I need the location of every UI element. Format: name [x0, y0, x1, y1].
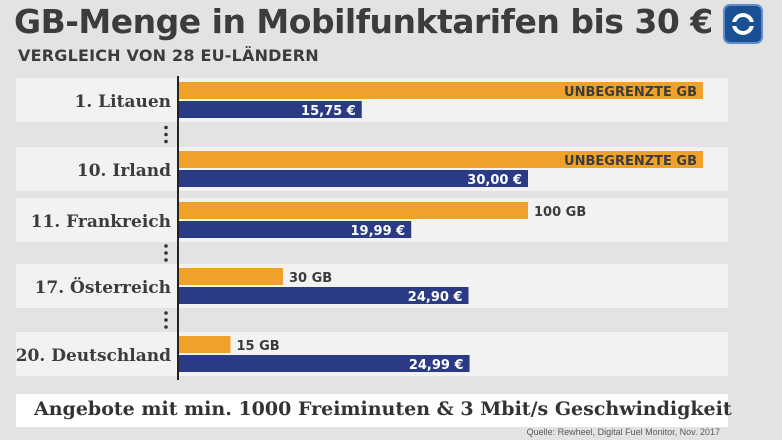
data-volume-bar — [178, 82, 703, 99]
gap-dot — [164, 251, 168, 255]
bar-chart: 1. Litauen UNBEGRENZTE GB 15,75 € 10. Irlan… — [16, 76, 728, 380]
data-volume-bar — [178, 151, 703, 168]
category-label: 10. Irland — [77, 161, 171, 181]
category-label: 20. Deutschland — [16, 346, 171, 366]
price-label: 24,99 € — [409, 358, 464, 373]
source-note: Quelle: Rewheel, Digital Fuel Monitor, N… — [526, 427, 720, 437]
category-label: 11. Frankreich — [31, 212, 171, 232]
data-volume-bar — [178, 336, 231, 353]
gap-dot — [164, 139, 168, 144]
gap-dot — [164, 311, 168, 315]
gap-dot — [164, 244, 168, 248]
price-bar — [178, 287, 469, 304]
gap-dot — [164, 132, 168, 137]
price-label: 30,00 € — [467, 173, 522, 188]
price-label: 15,75 € — [301, 104, 356, 119]
gap-dot — [164, 258, 168, 262]
gap-dot — [164, 125, 168, 130]
logo-graphic — [731, 13, 755, 35]
data-volume-label: 100 GB — [534, 205, 586, 220]
price-bar — [178, 170, 528, 187]
category-label: 17. Österreich — [35, 277, 171, 298]
price-label: 19,99 € — [351, 224, 406, 239]
data-volume-label: 30 GB — [289, 271, 332, 286]
gap-dot — [164, 325, 168, 329]
price-bar — [178, 221, 412, 238]
footer-note-box: Angebote mit min. 1000 Freiminuten & 3 M… — [16, 394, 732, 427]
data-volume-label: 15 GB — [237, 339, 280, 354]
price-label: 24,90 € — [408, 290, 463, 305]
footer-note: Angebote mit min. 1000 Freiminuten & 3 M… — [34, 398, 732, 420]
price-bar — [178, 355, 470, 372]
chart-subtitle: VERGLEICH VON 28 EU-LÄNDERN — [18, 46, 319, 65]
price-bar — [178, 101, 362, 118]
category-label: 1. Litauen — [75, 92, 171, 112]
gap-dot — [164, 318, 168, 322]
data-volume-label: UNBEGRENZTE GB — [564, 85, 697, 100]
ard-tagesschau-logo-icon — [723, 4, 763, 44]
chart-title: GB-Menge in Mobilfunktarifen bis 30 € — [14, 2, 713, 41]
data-volume-bar — [178, 202, 528, 219]
data-volume-label: UNBEGRENZTE GB — [564, 154, 697, 169]
data-volume-bar — [178, 268, 283, 285]
